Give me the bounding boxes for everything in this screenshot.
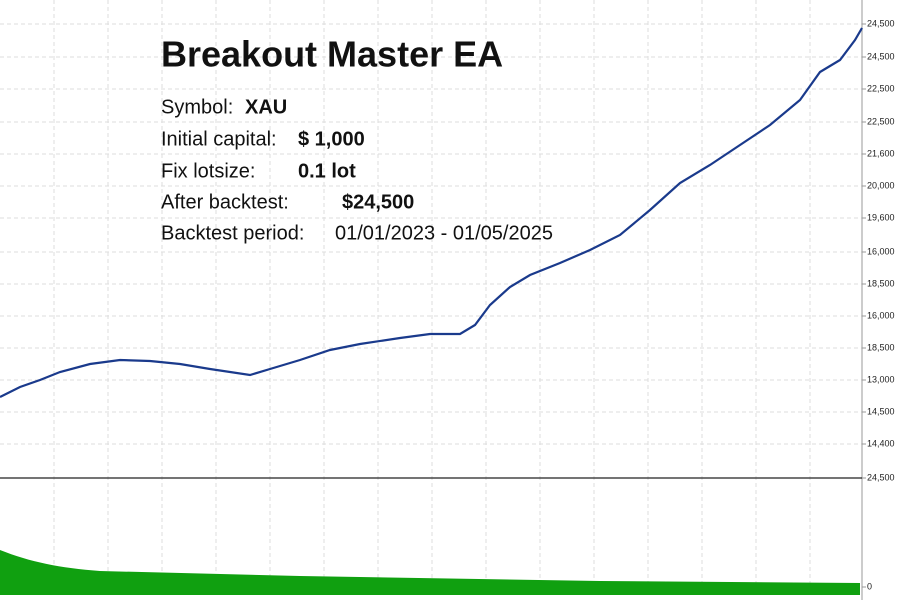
info-panel: Symbol: XAU Initial capital: $ 1,000 Fix lot… (161, 96, 553, 244)
info-label: Initial capital: (161, 128, 277, 150)
axis-label: 16,000 (867, 246, 895, 256)
info-label: Symbol: (161, 96, 233, 118)
axis-label: 24,500 (867, 472, 895, 482)
axis-label: 22,500 (867, 83, 895, 93)
axis-label: 18,500 (867, 342, 895, 352)
equity-curve (0, 27, 863, 398)
info-label: Fix lotsize: (161, 160, 255, 182)
info-label: Backtest period: (161, 222, 304, 244)
grid (0, 0, 862, 595)
axis-label: 24,500 (867, 51, 895, 61)
axis-label: 19,600 (867, 212, 895, 222)
axis-label: 14,500 (867, 406, 895, 416)
axis-label: 24,500 (867, 18, 895, 28)
axis-label: 16,000 (867, 310, 895, 320)
info-value: $24,500 (342, 191, 414, 213)
axis-label: 22,500 (867, 116, 895, 126)
axis-label: 13,000 (867, 374, 895, 384)
axis-label: 21,600 (867, 148, 895, 158)
price-axis: 24,500 24,500 22,500 22,500 21,600 20,000 19,6… (862, 18, 895, 591)
info-value: $ 1,000 (298, 128, 365, 150)
info-label: After backtest: (161, 191, 289, 213)
info-value: 01/01/2023 - 01/05/2025 (335, 222, 553, 244)
info-value: 0.1 lot (298, 160, 356, 182)
axis-label: 18,500 (867, 278, 895, 288)
info-value: XAU (245, 96, 287, 118)
title: Breakout Master EA (161, 34, 503, 75)
axis-label: 0 (867, 581, 872, 591)
drawdown-area (0, 550, 860, 595)
axis-label: 20,000 (867, 180, 895, 190)
axis-label: 14,400 (867, 438, 895, 448)
